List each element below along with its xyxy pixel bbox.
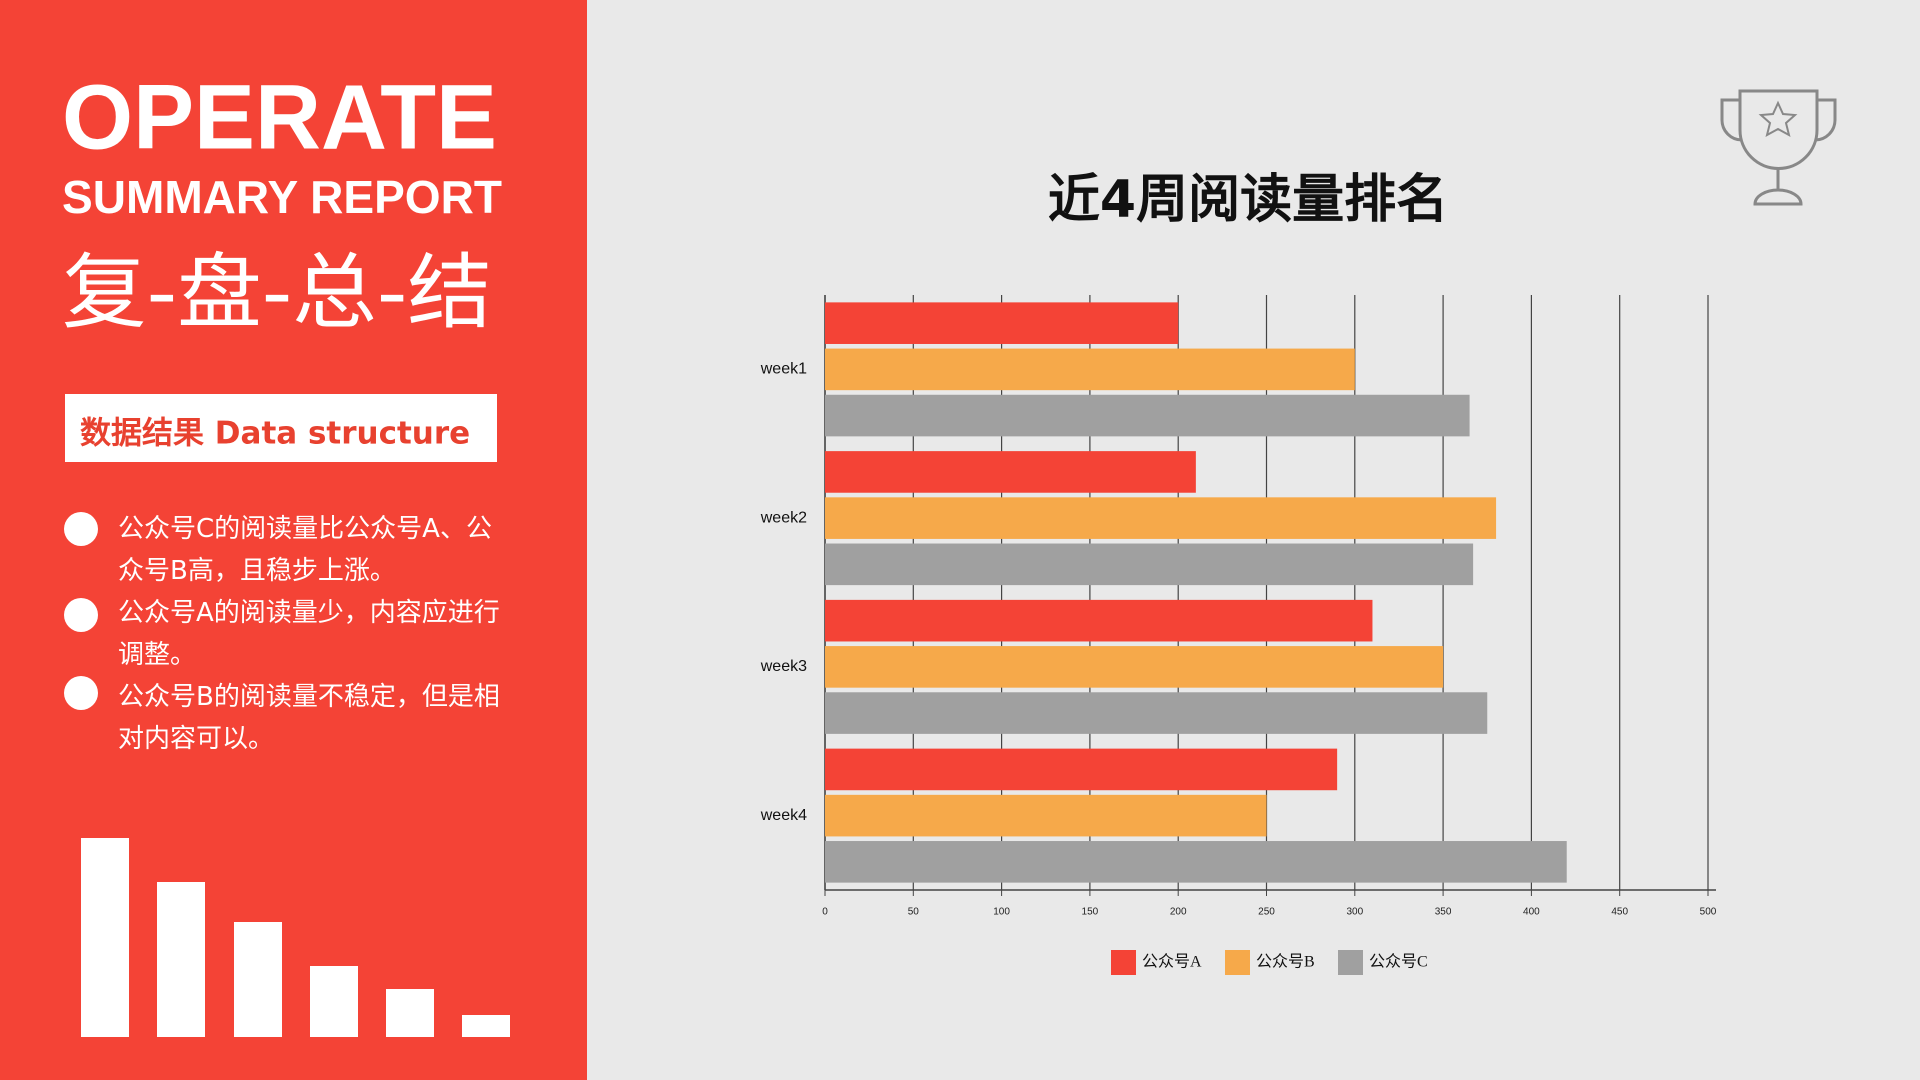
bar [825,543,1474,586]
bar [825,451,1196,493]
x-tick-label: 200 [1170,907,1187,918]
y-tick-label: week2 [760,509,807,526]
bullet-dot [64,512,98,546]
bar [825,497,1497,539]
x-tick-label: 450 [1611,907,1628,918]
bar [825,646,1444,688]
y-tick-label: week1 [760,361,807,378]
legend-swatch [1338,950,1363,975]
title: OPERATE [62,66,497,168]
bar [825,794,1267,837]
section-box [65,394,497,462]
bar [825,348,1355,391]
x-tick-label: 350 [1435,907,1452,918]
bar [825,748,1338,791]
bullet-dot [64,676,98,710]
bullet: 公众号A的阅读量少，内容应进行调整。 [118,598,500,670]
x-tick-label: 0 [822,907,828,918]
legend-swatch [1111,950,1136,975]
bar [825,841,1567,883]
bullet: 公众号C的阅读量比公众号A、公众号B高，且稳步上涨。 [118,514,492,586]
y-tick-label: week3 [760,658,807,675]
x-tick-label: 100 [993,907,1010,918]
bar [825,394,1470,437]
bullet-dot [64,598,98,632]
x-tick-label: 150 [1082,907,1099,918]
chart: 近4周阅读量排名 0 50 100 150 200 250 300 350 400 450 500 w… [760,89,1837,975]
bar [825,599,1373,642]
decor-bars [81,838,510,1037]
left-graphics: OPERATE SUMMARY REPORT 复-盘-总-结 数据结果 Data… [62,66,510,1037]
legend-swatch [1225,950,1250,975]
y-tick-label: week4 [760,807,807,824]
left-panel: OPERATE SUMMARY REPORT 复-盘-总-结 数据结果 Data… [0,0,587,1080]
legend-label: 公众号A [1142,953,1202,971]
x-tick-label: 50 [908,907,920,918]
subtitle: SUMMARY REPORT [62,171,502,223]
trophy-icon [1720,89,1837,206]
bar [825,302,1179,344]
x-tick-label: 300 [1346,907,1363,918]
legend-label: 公众号B [1256,953,1315,971]
x-tick-label: 400 [1523,907,1540,918]
chart-title: 近4周阅读量排名 [1048,170,1448,230]
x-tick-label: 500 [1700,907,1717,918]
bar [825,692,1488,734]
chinese-title: 复-盘-总-结 [62,245,492,340]
x-tick-label: 250 [1258,907,1275,918]
section-label: 数据结果 Data structure [80,416,470,452]
legend-label: 公众号C [1369,953,1428,971]
bullet: 公众号B的阅读量不稳定，但是相对内容可以。 [118,682,500,754]
